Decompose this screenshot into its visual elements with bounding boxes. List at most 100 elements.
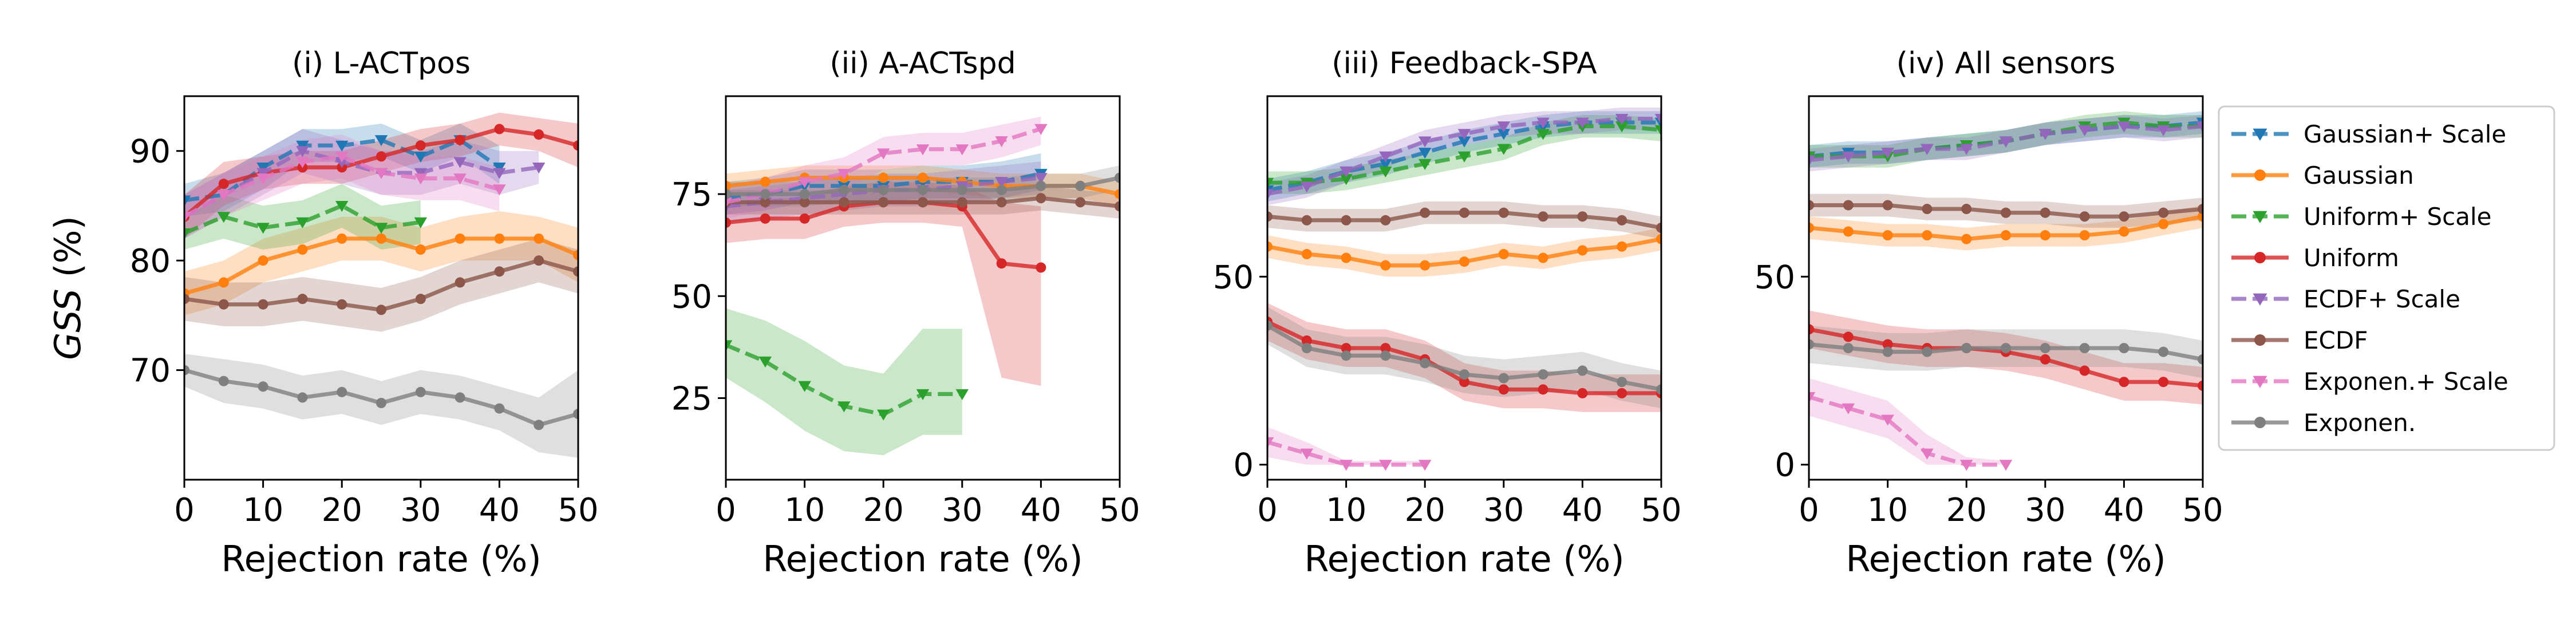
x-tick-label: 50 xyxy=(558,492,598,529)
point-ecdf xyxy=(799,197,810,208)
point-gaussian xyxy=(1341,252,1352,263)
point-uniform-scale xyxy=(1340,174,1353,185)
point-ecdf-scale xyxy=(453,157,467,168)
point-exponen-scale xyxy=(296,157,309,168)
x-tick-label: 50 xyxy=(1641,492,1681,529)
point-exponen-scale xyxy=(876,148,890,160)
y-tick-label: 25 xyxy=(671,380,712,417)
point-ecdf xyxy=(184,294,189,305)
point-uniform xyxy=(494,124,505,135)
point-uniform-scale xyxy=(726,340,733,351)
legend-item-uniform-scale: Uniform+ Scale xyxy=(2231,203,2492,231)
x-tick-label: 20 xyxy=(863,492,904,529)
legend-item-exponen: Exponen. xyxy=(2231,409,2416,437)
point-ecdf xyxy=(1882,200,1893,211)
point-ecdf xyxy=(494,266,505,277)
point-uniform xyxy=(1498,384,1509,395)
legend-item-gaussian: Gaussian xyxy=(2231,161,2414,189)
point-gaussian xyxy=(297,244,308,255)
x-tick-label: 40 xyxy=(1021,492,1061,529)
point-exponen xyxy=(1380,350,1391,361)
legend-marker xyxy=(2254,417,2266,428)
x-axis-label: Rejection rate (%) xyxy=(221,538,541,580)
x-tick-label: 20 xyxy=(1946,492,1987,529)
point-ecdf xyxy=(1115,201,1120,212)
point-ecdf xyxy=(1075,197,1086,208)
point-exponen-scale xyxy=(374,168,388,179)
point-ecdf xyxy=(1577,211,1588,222)
point-gaussian xyxy=(1577,245,1588,256)
point-gaussian xyxy=(1809,222,1814,233)
band-uniform xyxy=(726,181,1041,386)
legend-marker xyxy=(2253,293,2267,306)
point-ecdf-scale xyxy=(1536,117,1550,129)
point-ecdf xyxy=(1538,211,1548,222)
band-exponen-scale xyxy=(1809,378,2006,465)
point-exponen xyxy=(1420,358,1431,369)
point-exponen xyxy=(1341,350,1352,361)
x-tick-label: 10 xyxy=(784,492,825,529)
point-exponen-scale xyxy=(837,168,851,180)
point-exponen-scale xyxy=(1959,460,1973,471)
point-uniform xyxy=(376,151,386,162)
point-gaussian xyxy=(1420,260,1431,271)
y-tick-label: 90 xyxy=(130,133,171,171)
point-gaussian xyxy=(1459,256,1469,267)
point-uniform-scale xyxy=(1379,166,1392,178)
point-ecdf xyxy=(957,197,967,208)
point-ecdf-scale xyxy=(1615,113,1629,125)
point-ecdf xyxy=(878,197,889,208)
point-uniform-scale xyxy=(955,389,969,401)
point-ecdf-scale xyxy=(532,162,546,174)
point-gaussian-scale xyxy=(296,140,309,152)
point-exponen xyxy=(376,398,386,408)
series-line-ecdf-scale xyxy=(184,149,539,219)
point-uniform-scale xyxy=(1267,177,1274,189)
point-exponen-scale xyxy=(256,173,270,185)
point-exponen-scale xyxy=(184,212,191,223)
point-ecdf-scale xyxy=(1842,151,1855,163)
point-uniform-scale xyxy=(1418,159,1432,170)
legend-label: Exponen.+ Scale xyxy=(2304,368,2508,396)
point-uniform xyxy=(1577,388,1588,398)
legend-item-uniform: Uniform xyxy=(2231,244,2399,272)
legend-label: ECDF xyxy=(2304,326,2368,354)
point-uniform xyxy=(996,258,1007,269)
subplot-title: (ii) A-ACTspd xyxy=(829,46,1016,81)
point-ecdf-scale xyxy=(256,168,270,179)
point-ecdf xyxy=(1301,215,1312,226)
x-tick-label: 10 xyxy=(243,492,283,529)
point-ecdf xyxy=(1809,200,1814,211)
point-uniform-scale xyxy=(1457,151,1471,163)
point-gaussian xyxy=(918,172,928,183)
y-tick-label: 50 xyxy=(1213,259,1254,296)
point-gaussian xyxy=(2158,219,2169,230)
point-uniform-scale xyxy=(256,223,270,234)
point-ecdf-scale xyxy=(2038,129,2052,140)
point-gaussian xyxy=(376,233,386,244)
point-ecdf xyxy=(1341,215,1352,226)
point-ecdf-scale xyxy=(2156,125,2170,136)
point-exponen xyxy=(1267,320,1273,331)
subplot-title: (iii) Feedback-SPA xyxy=(1332,46,1597,81)
point-ecdf-scale xyxy=(2078,125,2091,136)
point-exponen-scale xyxy=(955,144,969,156)
point-uniform xyxy=(1341,343,1352,354)
point-uniform xyxy=(573,140,578,151)
point-uniform xyxy=(2158,377,2169,388)
axes-frame xyxy=(1266,95,1662,481)
point-ecdf xyxy=(258,299,268,310)
point-exponen-scale xyxy=(1418,460,1432,471)
point-ecdf-scale xyxy=(1300,181,1314,193)
point-ecdf xyxy=(839,197,850,208)
point-uniform-scale xyxy=(1615,121,1629,133)
point-ecdf-scale xyxy=(1654,113,1661,125)
point-gaussian xyxy=(726,180,731,191)
plot-area xyxy=(1267,107,1661,471)
x-axis-label: Rejection rate (%) xyxy=(1304,538,1624,580)
x-tick-label: 30 xyxy=(2025,492,2065,529)
point-exponen-scale xyxy=(1999,460,2013,471)
point-exponen-scale xyxy=(726,197,733,209)
point-ecdf-scale xyxy=(414,168,428,179)
